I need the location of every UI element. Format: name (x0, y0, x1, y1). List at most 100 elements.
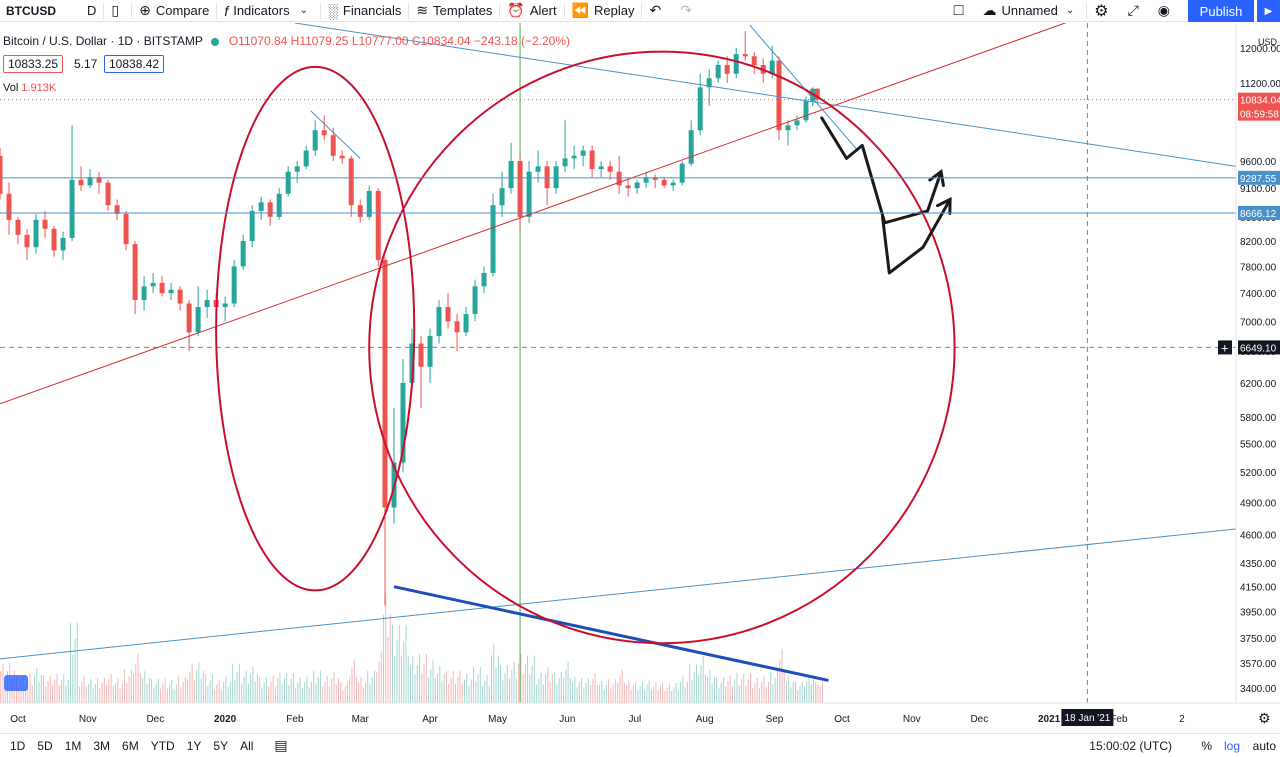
volume-bar (315, 683, 317, 703)
volume-bar (425, 654, 427, 703)
volume-bar (468, 685, 470, 703)
volume-bar (639, 686, 641, 703)
templates-button[interactable]: ≋ Templates (409, 0, 499, 22)
undo-button[interactable]: ↶ (642, 0, 673, 22)
volume-bar (529, 674, 531, 703)
volume-bar (344, 686, 346, 703)
volume-bar (729, 675, 731, 703)
volume-bar (653, 686, 655, 703)
price-tick-label: 4900.00 (1240, 498, 1277, 509)
volume-bar (385, 593, 387, 703)
publish-button[interactable]: Publish (1188, 0, 1254, 22)
symbol-title[interactable]: Bitcoin / U.S. Dollar · 1D · BITSTAMP (3, 34, 203, 48)
auto-scale-toggle[interactable]: auto (1252, 739, 1276, 753)
range-1y[interactable]: 1Y (186, 738, 202, 753)
range-ytd[interactable]: YTD (150, 738, 175, 753)
volume-bar (106, 685, 108, 703)
volume-bar (0, 671, 2, 703)
volume-bar (65, 685, 67, 703)
volume-bar (74, 638, 76, 703)
square-icon: □ (953, 1, 964, 19)
volume-bar (148, 677, 150, 703)
candle-body (150, 282, 156, 287)
trendline (294, 23, 1236, 167)
candle-body (222, 303, 228, 308)
compare-button[interactable]: ⊕ Compare (132, 0, 216, 22)
volume-bar (238, 663, 240, 703)
volume-bar (745, 685, 747, 703)
utc-clock[interactable]: 15:00:02 (UTC) (1089, 739, 1172, 753)
settings-button[interactable]: ⚙ (1087, 0, 1120, 22)
volume-bar (407, 656, 409, 703)
volume-bar (479, 667, 481, 703)
range-6m[interactable]: 6M (122, 738, 139, 753)
volume-bar (256, 674, 258, 703)
volume-bar (754, 682, 756, 703)
divider (319, 2, 321, 19)
volume-bar (495, 667, 497, 703)
range-1m[interactable]: 1M (64, 738, 82, 753)
play-icon: ▶ (1264, 5, 1273, 17)
plus-icon: + (1221, 340, 1229, 355)
volume-bar (340, 682, 342, 703)
volume-bar (419, 654, 421, 703)
volume-bar (99, 687, 101, 703)
plot-area (0, 23, 1236, 703)
volume-bar (817, 690, 819, 703)
layout-button[interactable]: ☁ Unnamed ⌄ (975, 0, 1086, 22)
replay-button[interactable]: ⏪ Replay (565, 0, 642, 22)
volume-bar (34, 675, 36, 703)
volume-bar (247, 683, 249, 703)
maximize-button[interactable]: ⤢ (1121, 0, 1151, 22)
play-button[interactable]: ▶ (1256, 0, 1280, 22)
interval-button[interactable]: D (87, 3, 97, 18)
symbol-search[interactable]: BTCUSD (6, 3, 56, 18)
volume-bar (92, 688, 94, 703)
volume-bar (594, 673, 596, 703)
volume-bar (234, 679, 236, 703)
trendline (393, 585, 829, 682)
volume-bar (207, 685, 209, 703)
range-1d[interactable]: 1D (10, 738, 26, 753)
range-5d[interactable]: 5D (37, 738, 53, 753)
volume-bar (43, 675, 45, 703)
volume-bar (79, 687, 81, 703)
time-tick-label: Oct (10, 714, 26, 725)
volume-bar (126, 682, 128, 703)
range-all[interactable]: All (240, 738, 254, 753)
fullscreen-toggle[interactable]: □ (947, 0, 976, 22)
volume-bar (515, 678, 517, 703)
chart-type-button[interactable]: ▯ (104, 0, 131, 22)
volume-bar (124, 669, 126, 703)
volume-bar (391, 624, 393, 703)
indicators-button[interactable]: f Indicators ⌄ (217, 0, 320, 22)
buy-price[interactable]: 10838.42 (104, 55, 165, 73)
ohlc-values: O11070.84 H11079.25 L10777.00 C10834.04 … (228, 34, 570, 48)
snapshot-button[interactable]: ◉ (1151, 0, 1182, 22)
divider (216, 2, 218, 19)
price-chart[interactable]: 3400.00 3570.00 3750.00 3950.00 4150.00 4350.… (0, 23, 1280, 733)
financials-button[interactable]: ░ Financials (321, 0, 408, 22)
volume-bar (137, 653, 139, 703)
volume-bar (81, 681, 83, 703)
range-3m[interactable]: 3M (93, 738, 111, 753)
candle-body (105, 182, 111, 206)
bar-countdown-label: 08:59:58 (1240, 110, 1279, 121)
range-5y[interactable]: 5Y (213, 738, 229, 753)
candle-body (6, 193, 12, 220)
sell-price[interactable]: 10833.25 (3, 55, 64, 73)
volume-bar (626, 684, 628, 703)
log-scale-toggle[interactable]: log (1223, 739, 1240, 753)
volume-bar (619, 676, 621, 703)
volume-bar (423, 663, 425, 703)
candle-body (78, 179, 84, 186)
volume-bar (54, 679, 56, 703)
percent-toggle[interactable]: % (1201, 739, 1212, 753)
volume-bar (567, 661, 569, 703)
redo-button[interactable]: ↷ (673, 0, 704, 22)
goto-date-button[interactable]: ▤ (267, 735, 299, 757)
candle-body (598, 166, 604, 170)
candle-body (0, 155, 3, 194)
alert-button[interactable]: ⏰ Alert (500, 0, 563, 22)
volume-bar (52, 685, 54, 703)
